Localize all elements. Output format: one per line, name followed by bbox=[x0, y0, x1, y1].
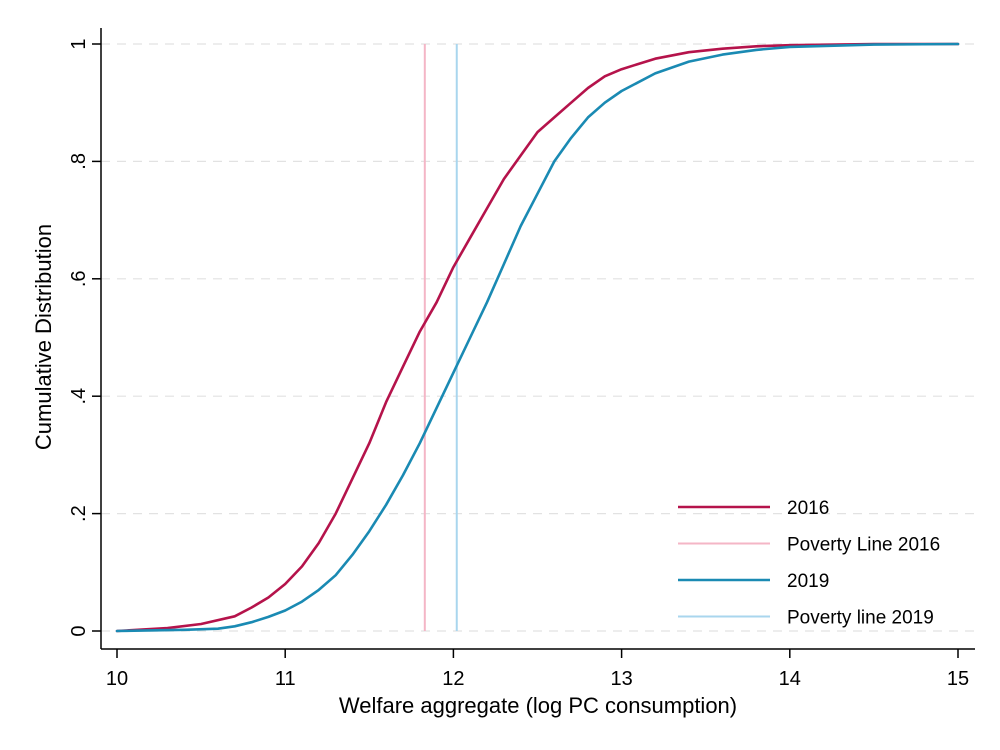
y-tick-label: .6 bbox=[68, 270, 90, 287]
legend-label-poverty-line-2019: Poverty line 2019 bbox=[787, 608, 934, 629]
x-tick-label: 14 bbox=[779, 668, 801, 690]
y-tick-label: 1 bbox=[68, 38, 90, 49]
gridlines bbox=[101, 43, 975, 632]
legend: 2016 Poverty Line 2016 2019 Poverty line 20… bbox=[678, 498, 940, 629]
y-tick-label: .4 bbox=[68, 388, 90, 405]
x-tick-label: 15 bbox=[947, 668, 969, 690]
legend-label-2019: 2019 bbox=[787, 571, 829, 592]
x-tick-label: 12 bbox=[442, 668, 464, 690]
x-tick-label: 11 bbox=[275, 668, 296, 690]
series-line-2016 bbox=[115, 42, 960, 633]
poverty-lines bbox=[423, 44, 458, 631]
legend-label-poverty-line-2016: Poverty Line 2016 bbox=[787, 535, 940, 556]
y-tick-label: .2 bbox=[68, 505, 90, 522]
y-tick-label: .8 bbox=[68, 153, 90, 170]
x-tick-label: 13 bbox=[610, 668, 632, 690]
y-tick-label: 0 bbox=[68, 625, 90, 636]
axes bbox=[100, 28, 975, 650]
series-lines bbox=[115, 42, 960, 633]
y-axis-title: Cumulative Distribution bbox=[31, 224, 56, 450]
ticks: 0 .2 .4 .6 .8 1 10 11 12 13 14 15 bbox=[68, 38, 969, 690]
x-tick-label: 10 bbox=[106, 668, 128, 690]
x-axis-title: Welfare aggregate (log PC consumption) bbox=[339, 693, 737, 718]
series-line-2019 bbox=[115, 42, 960, 633]
legend-label-2016: 2016 bbox=[787, 498, 829, 519]
